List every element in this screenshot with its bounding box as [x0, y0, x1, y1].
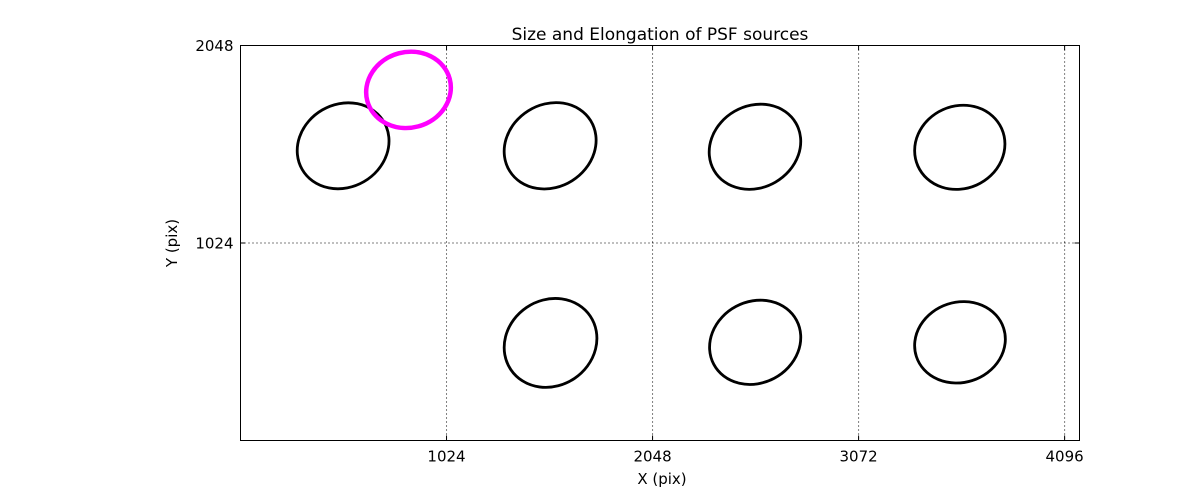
psf-ellipses-4	[502, 297, 599, 389]
x-axis-label: X (pix)	[637, 470, 686, 488]
chart-title: Size and Elongation of PSF sources	[512, 25, 809, 45]
plot-frame	[240, 45, 1080, 441]
psf-ellipses-6	[913, 300, 1007, 385]
y-tick-labels: 1024 2048	[195, 37, 233, 253]
psf-ellipses-2	[707, 102, 803, 191]
x-tick-labels: 1024 2048 3072 4096	[427, 448, 1083, 466]
x-tick-label-2048: 2048	[633, 448, 671, 466]
x-tick-label-4096: 4096	[1046, 448, 1084, 466]
psf-ellipses-0	[295, 101, 391, 191]
psf-ellipses-1	[502, 101, 598, 191]
psf-ellipses	[295, 49, 1007, 389]
y-axis-label: Y (pix)	[163, 219, 181, 268]
x-tick-label-3072: 3072	[839, 448, 877, 466]
psf-ellipses-5	[708, 298, 803, 386]
psf-ellipses-3	[913, 103, 1007, 191]
y-tick-label-1024: 1024	[195, 235, 233, 253]
y-tick-label-2048: 2048	[195, 37, 233, 55]
outlier-ellipse-0	[363, 49, 454, 131]
x-tick-label-1024: 1024	[427, 448, 465, 466]
